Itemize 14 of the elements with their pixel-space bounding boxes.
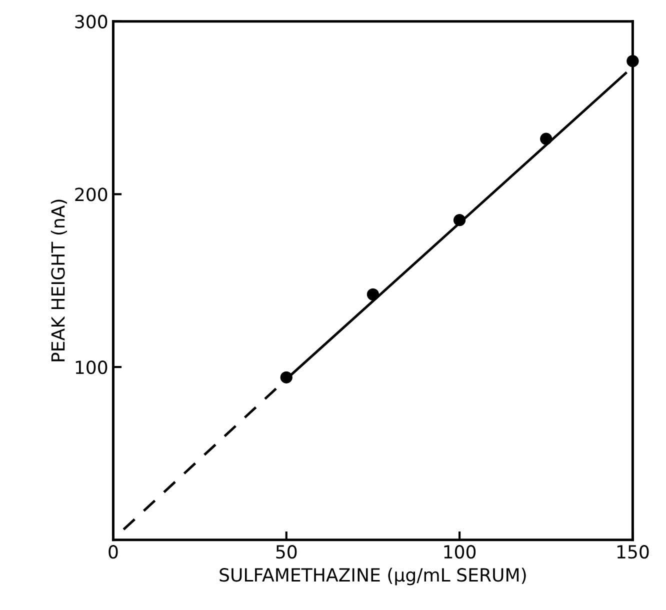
x-tick-label: 50 (276, 545, 297, 559)
y-tick-label: 200 (75, 188, 108, 202)
y-axis-title: PEAK HEIGHT (nA) (50, 200, 67, 362)
x-axis-title: SULFAMETHAZINE (μg/mL SERUM) (220, 568, 526, 586)
point (626, 55, 639, 68)
point (280, 371, 292, 384)
y-tick-label: 300 (75, 14, 108, 28)
x-tick-label: 100 (444, 545, 476, 559)
point (366, 288, 380, 300)
point (453, 214, 466, 226)
x-tick-label: 150 (617, 545, 649, 559)
y-tick-label: 100 (76, 360, 108, 374)
x-tick-label: 0 (108, 545, 118, 559)
point (540, 132, 552, 145)
